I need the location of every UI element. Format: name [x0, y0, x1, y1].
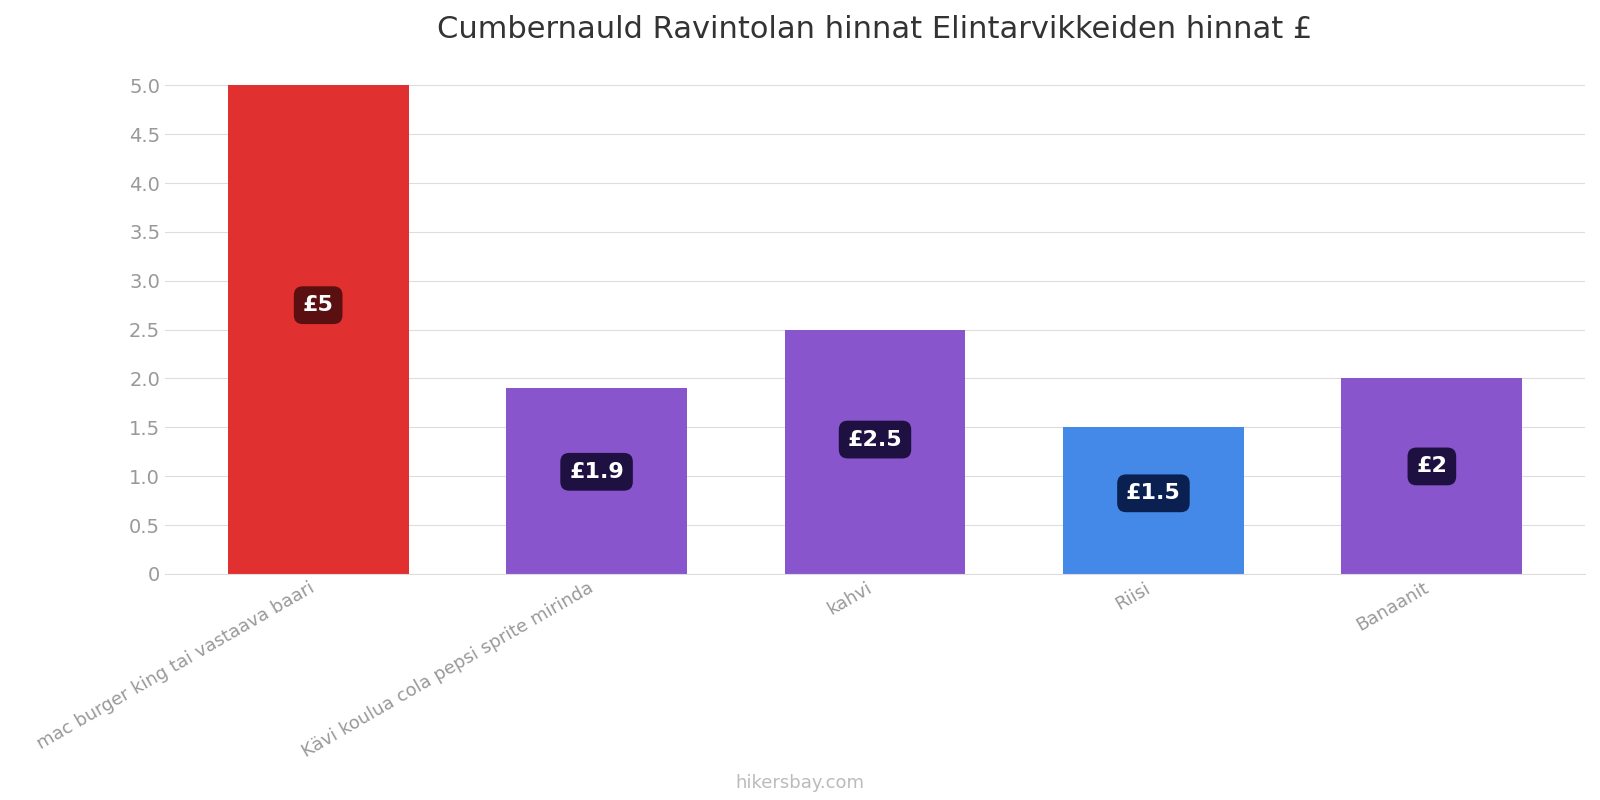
Bar	[506, 388, 686, 574]
Title: Cumbernauld Ravintolan hinnat Elintarvikkeiden hinnat £: Cumbernauld Ravintolan hinnat Elintarvik…	[437, 15, 1312, 44]
Bar	[1062, 427, 1243, 574]
Text: hikersbay.com: hikersbay.com	[736, 774, 864, 792]
Bar	[1341, 378, 1522, 574]
Bar	[227, 86, 408, 574]
Bar	[784, 330, 965, 574]
Text: £2.5: £2.5	[848, 430, 902, 450]
Text: £2: £2	[1416, 457, 1448, 477]
Text: £1.5: £1.5	[1126, 483, 1181, 503]
Text: £5: £5	[302, 295, 333, 315]
Text: £1.9: £1.9	[570, 462, 624, 482]
